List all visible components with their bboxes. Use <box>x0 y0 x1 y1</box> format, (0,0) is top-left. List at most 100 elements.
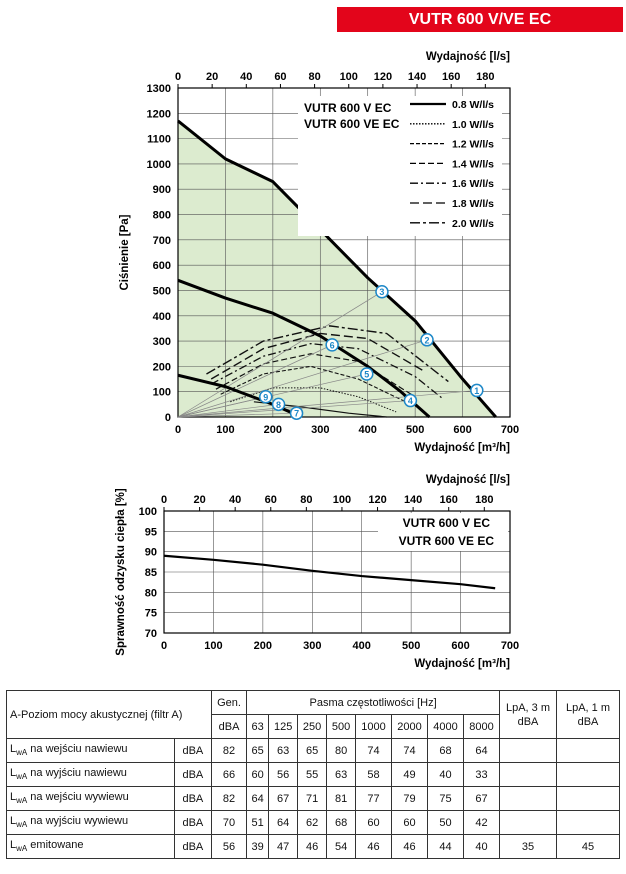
gen-cell: 82 <box>210 738 248 763</box>
lpa3-cell <box>499 786 557 811</box>
operating-point-marker <box>325 338 339 352</box>
band-value-cell: 64 <box>246 786 270 811</box>
plot-frame <box>177 87 511 418</box>
band-value-cell: 65 <box>246 738 270 763</box>
operating-point-label: 3 <box>379 287 384 297</box>
power-curve-6 <box>210 332 425 380</box>
row-text: na wyjściu nawiewu <box>27 767 127 780</box>
system-line <box>177 396 266 418</box>
top-x-axis-label: Wydajność [l/s] <box>426 51 510 63</box>
row-label: LwA na wejściu wywiewu <box>6 786 175 811</box>
legend-title-line2: VUTR 600 VE EC <box>399 534 495 548</box>
system-line <box>177 403 279 418</box>
band-value-cell: 58 <box>355 762 393 787</box>
lpa1-cell <box>556 786 620 811</box>
system-line <box>177 412 297 418</box>
x-tick-label: 700 <box>501 640 519 652</box>
operating-point-marker <box>375 284 389 299</box>
row-symbol: L <box>10 815 17 828</box>
row-subscript: wA <box>16 748 28 758</box>
table-row: LwA na wejściu wywiewu dBA 82 64 67 71 81 77 79 7… <box>6 786 620 811</box>
operating-point-marker <box>470 383 484 398</box>
x-tick-label: 500 <box>402 640 420 652</box>
top-x-axis-label: Wydajność [l/s] <box>426 474 510 486</box>
operating-point-marker <box>289 406 304 420</box>
band-value-cell: 47 <box>268 834 299 859</box>
row-label: LwA na wyjściu nawiewu <box>6 762 175 787</box>
y-tick-label: 1200 <box>147 108 171 120</box>
power-curve-2 <box>230 387 397 413</box>
operating-point-marker <box>360 367 374 381</box>
lpa3-cell <box>499 762 557 787</box>
top-tick-label: 160 <box>440 494 458 506</box>
frequency-header: 8000 <box>462 714 501 739</box>
lpa1-cell <box>556 738 620 763</box>
band-value-cell: 40 <box>462 834 501 859</box>
gen-cell: 70 <box>210 810 248 835</box>
y-tick-label: 600 <box>153 260 171 272</box>
operating-point-label: 1 <box>474 386 479 396</box>
legend-label: 1.6 W/l/s <box>452 178 494 190</box>
y-tick-label: 1000 <box>147 159 171 171</box>
x-tick-label: 300 <box>311 424 329 436</box>
gen-cell: 82 <box>210 786 248 811</box>
band-value-cell: 60 <box>355 810 393 835</box>
lpa1-header: LpA, 1 m dBA <box>556 690 620 739</box>
band-value-cell: 74 <box>355 738 393 763</box>
lpa3-cell <box>499 738 557 763</box>
x-tick-label: 100 <box>216 424 234 436</box>
frequency-header: 500 <box>326 714 357 739</box>
band-value-cell: 74 <box>391 738 428 763</box>
band-value-cell: 46 <box>297 834 328 859</box>
band-value-cell: 44 <box>427 834 464 859</box>
legend-label: 0.8 W/l/s <box>452 99 494 111</box>
top-tick-label: 0 <box>161 494 167 506</box>
top-tick-label: 140 <box>404 494 422 506</box>
row-text: emitowane <box>27 839 84 852</box>
operating-point-label: 7 <box>294 409 299 419</box>
unit-cell: dBA <box>173 834 212 859</box>
lpa1-cell <box>556 810 620 835</box>
table-title: A-Poziom mocy akustycznej (filtr A) <box>6 690 212 739</box>
fan-curve-speed-mid <box>177 278 431 419</box>
row-text: na wejściu wywiewu <box>27 791 129 804</box>
band-value-cell: 63 <box>326 762 357 787</box>
table-row: LwA na wejściu nawiewu dBA 82 65 63 65 80 74 74 6… <box>6 738 620 763</box>
band-value-cell: 79 <box>391 786 428 811</box>
band-value-cell: 81 <box>326 786 357 811</box>
y-tick-label: 70 <box>145 628 157 640</box>
legend-label: 1.8 W/l/s <box>452 198 494 210</box>
band-value-cell: 54 <box>326 834 357 859</box>
band-value-cell: 80 <box>326 738 357 763</box>
frequency-header: 4000 <box>427 714 464 739</box>
row-symbol: L <box>10 839 17 852</box>
x-axis-label: Wydajność [m³/h] <box>414 442 510 454</box>
unit-cell: dBA <box>173 738 212 763</box>
gen-cell: 56 <box>210 834 248 859</box>
row-subscript: wA <box>16 844 28 854</box>
band-value-cell: 46 <box>355 834 393 859</box>
y-tick-label: 700 <box>153 235 171 247</box>
legend-label: 1.2 W/l/s <box>452 139 494 151</box>
y-tick-label: 1100 <box>147 134 171 146</box>
band-value-cell: 65 <box>297 738 328 763</box>
y-tick-label: 200 <box>153 361 171 373</box>
legend-title-line2: VUTR 600 VE EC <box>304 117 400 131</box>
band-value-cell: 75 <box>427 786 464 811</box>
y-tick-label: 100 <box>139 506 157 518</box>
band-value-cell: 33 <box>462 762 501 787</box>
row-subscript: wA <box>16 820 28 830</box>
y-tick-label: 75 <box>145 608 157 620</box>
row-label: LwA emitowane <box>6 834 175 859</box>
top-tick-label: 160 <box>442 71 460 83</box>
frequency-header: 250 <box>297 714 328 739</box>
fan-curve-speed-low <box>177 373 302 419</box>
band-value-cell: 50 <box>427 810 464 835</box>
operating-point-label: 4 <box>408 396 413 406</box>
top-tick-label: 100 <box>333 494 351 506</box>
system-line <box>177 291 383 418</box>
band-value-cell: 49 <box>391 762 428 787</box>
band-value-cell: 60 <box>246 762 270 787</box>
row-text: na wyjściu wywiewu <box>27 815 129 828</box>
